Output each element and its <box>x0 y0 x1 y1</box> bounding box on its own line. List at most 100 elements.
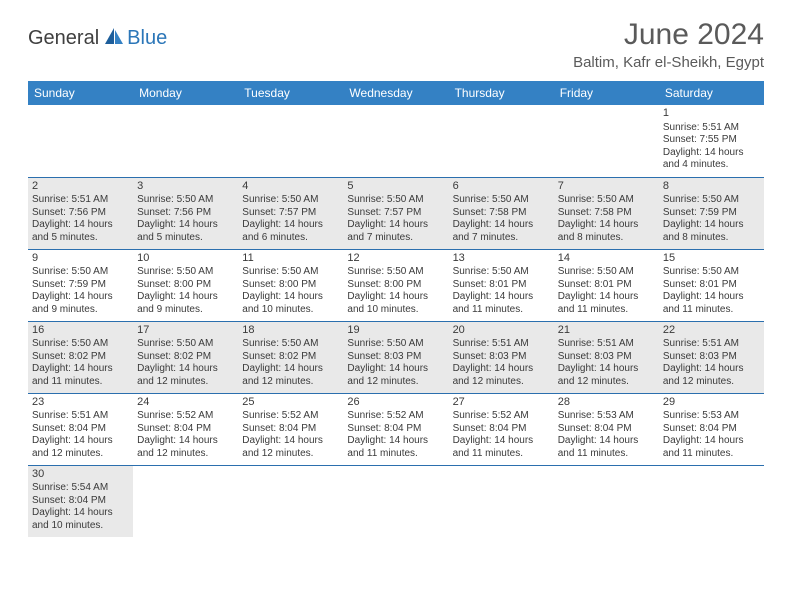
sun-data-line: and 4 minutes. <box>663 159 760 172</box>
day-number: 13 <box>453 252 550 266</box>
sun-data-line: Sunset: 8:04 PM <box>558 423 655 436</box>
day-header: Tuesday <box>238 81 343 105</box>
sun-data-line: and 11 minutes. <box>558 304 655 317</box>
sun-data-line: and 12 minutes. <box>137 376 234 389</box>
logo-text-blue: Blue <box>127 27 167 50</box>
calendar-cell <box>554 465 659 537</box>
sun-data-line: and 12 minutes. <box>453 376 550 389</box>
sun-data-line: Daylight: 14 hours <box>32 291 129 304</box>
sun-data-line: Sunset: 8:01 PM <box>453 279 550 292</box>
sun-data-line: Sunrise: 5:50 AM <box>242 266 339 279</box>
calendar-cell <box>343 465 448 537</box>
sun-data-line: and 5 minutes. <box>137 232 234 245</box>
sun-data-line: Daylight: 14 hours <box>663 363 760 376</box>
sun-data-line: and 11 minutes. <box>558 448 655 461</box>
day-number: 30 <box>32 468 129 482</box>
day-header: Sunday <box>28 81 133 105</box>
sun-data-line: Sunset: 7:58 PM <box>453 207 550 220</box>
day-number: 6 <box>453 180 550 194</box>
sun-data-line: Sunset: 8:02 PM <box>242 351 339 364</box>
day-number: 2 <box>32 180 129 194</box>
sun-data-line: Sunrise: 5:52 AM <box>453 410 550 423</box>
sun-data-line: and 11 minutes. <box>663 448 760 461</box>
logo: General Blue <box>28 26 167 51</box>
day-number: 20 <box>453 324 550 338</box>
sun-data-line: Sunset: 8:03 PM <box>453 351 550 364</box>
sun-data-line: and 12 minutes. <box>347 376 444 389</box>
sun-data-line: Daylight: 14 hours <box>32 435 129 448</box>
sun-data-line: Sunset: 7:58 PM <box>558 207 655 220</box>
sun-data-line: Daylight: 14 hours <box>242 435 339 448</box>
calendar-cell: 13Sunrise: 5:50 AMSunset: 8:01 PMDayligh… <box>449 249 554 321</box>
sun-data-line: Sunset: 8:00 PM <box>137 279 234 292</box>
header: General Blue June 2024 Baltim, Kafr el-S… <box>28 18 764 71</box>
calendar-cell: 5Sunrise: 5:50 AMSunset: 7:57 PMDaylight… <box>343 177 448 249</box>
sun-data-line: Sunrise: 5:51 AM <box>663 122 760 135</box>
sun-data-line: Sunset: 8:03 PM <box>663 351 760 364</box>
calendar-cell: 29Sunrise: 5:53 AMSunset: 8:04 PMDayligh… <box>659 393 764 465</box>
sun-data-line: Sunrise: 5:50 AM <box>663 266 760 279</box>
sun-data-line: Sunset: 8:03 PM <box>558 351 655 364</box>
day-number: 27 <box>453 396 550 410</box>
calendar-cell: 14Sunrise: 5:50 AMSunset: 8:01 PMDayligh… <box>554 249 659 321</box>
calendar-cell: 4Sunrise: 5:50 AMSunset: 7:57 PMDaylight… <box>238 177 343 249</box>
sun-data-line: Sunset: 8:04 PM <box>347 423 444 436</box>
sun-data-line: Sunset: 8:01 PM <box>558 279 655 292</box>
logo-text-general: General <box>28 27 99 50</box>
sun-data-line: and 8 minutes. <box>558 232 655 245</box>
sun-data-line: Daylight: 14 hours <box>663 435 760 448</box>
sun-data-line: Daylight: 14 hours <box>347 291 444 304</box>
sun-data-line: Sunrise: 5:54 AM <box>32 482 129 495</box>
calendar-cell: 6Sunrise: 5:50 AMSunset: 7:58 PMDaylight… <box>449 177 554 249</box>
sun-data-line: Sunset: 7:56 PM <box>137 207 234 220</box>
sun-data-line: Daylight: 14 hours <box>663 147 760 160</box>
sun-data-line: Daylight: 14 hours <box>32 363 129 376</box>
calendar-cell <box>133 465 238 537</box>
sun-data-line: Sunrise: 5:50 AM <box>347 338 444 351</box>
calendar-cell: 3Sunrise: 5:50 AMSunset: 7:56 PMDaylight… <box>133 177 238 249</box>
sun-data-line: and 12 minutes. <box>242 448 339 461</box>
day-number: 16 <box>32 324 129 338</box>
sun-data-line: and 12 minutes. <box>663 376 760 389</box>
sun-data-line: Daylight: 14 hours <box>242 363 339 376</box>
sun-data-line: Sunset: 8:01 PM <box>663 279 760 292</box>
sun-data-line: Sunrise: 5:53 AM <box>558 410 655 423</box>
sun-data-line: and 7 minutes. <box>347 232 444 245</box>
day-number: 3 <box>137 180 234 194</box>
sun-data-line: Daylight: 14 hours <box>347 219 444 232</box>
calendar-cell: 15Sunrise: 5:50 AMSunset: 8:01 PMDayligh… <box>659 249 764 321</box>
sun-data-line: Sunset: 8:04 PM <box>137 423 234 436</box>
day-number: 24 <box>137 396 234 410</box>
sun-data-line: Sunset: 7:57 PM <box>347 207 444 220</box>
sun-data-line: Sunrise: 5:50 AM <box>137 338 234 351</box>
day-header: Saturday <box>659 81 764 105</box>
sun-data-line: Sunrise: 5:51 AM <box>453 338 550 351</box>
calendar-cell <box>343 105 448 177</box>
sun-data-line: Daylight: 14 hours <box>32 507 129 520</box>
sun-data-line: Sunset: 8:04 PM <box>663 423 760 436</box>
sun-data-line: Sunrise: 5:50 AM <box>32 266 129 279</box>
sun-data-line: Sunrise: 5:50 AM <box>347 194 444 207</box>
day-number: 12 <box>347 252 444 266</box>
sun-data-line: Daylight: 14 hours <box>347 363 444 376</box>
sun-data-line: Daylight: 14 hours <box>453 219 550 232</box>
sun-data-line: Sunrise: 5:50 AM <box>137 266 234 279</box>
sun-data-line: Sunrise: 5:51 AM <box>32 410 129 423</box>
day-number: 7 <box>558 180 655 194</box>
day-number: 26 <box>347 396 444 410</box>
day-number: 21 <box>558 324 655 338</box>
sun-data-line: and 12 minutes. <box>242 376 339 389</box>
sun-data-line: Sunrise: 5:50 AM <box>453 194 550 207</box>
calendar-cell: 26Sunrise: 5:52 AMSunset: 8:04 PMDayligh… <box>343 393 448 465</box>
sun-data-line: Daylight: 14 hours <box>137 291 234 304</box>
calendar-cell: 19Sunrise: 5:50 AMSunset: 8:03 PMDayligh… <box>343 321 448 393</box>
sun-data-line: Daylight: 14 hours <box>137 219 234 232</box>
sun-data-line: Sunrise: 5:50 AM <box>347 266 444 279</box>
sun-data-line: Sunset: 8:00 PM <box>347 279 444 292</box>
title-block: June 2024 Baltim, Kafr el-Sheikh, Egypt <box>573 18 764 71</box>
sail-icon <box>103 26 125 51</box>
calendar-cell: 18Sunrise: 5:50 AMSunset: 8:02 PMDayligh… <box>238 321 343 393</box>
calendar-cell: 17Sunrise: 5:50 AMSunset: 8:02 PMDayligh… <box>133 321 238 393</box>
calendar-cell: 11Sunrise: 5:50 AMSunset: 8:00 PMDayligh… <box>238 249 343 321</box>
sun-data-line: Sunset: 8:04 PM <box>32 495 129 508</box>
